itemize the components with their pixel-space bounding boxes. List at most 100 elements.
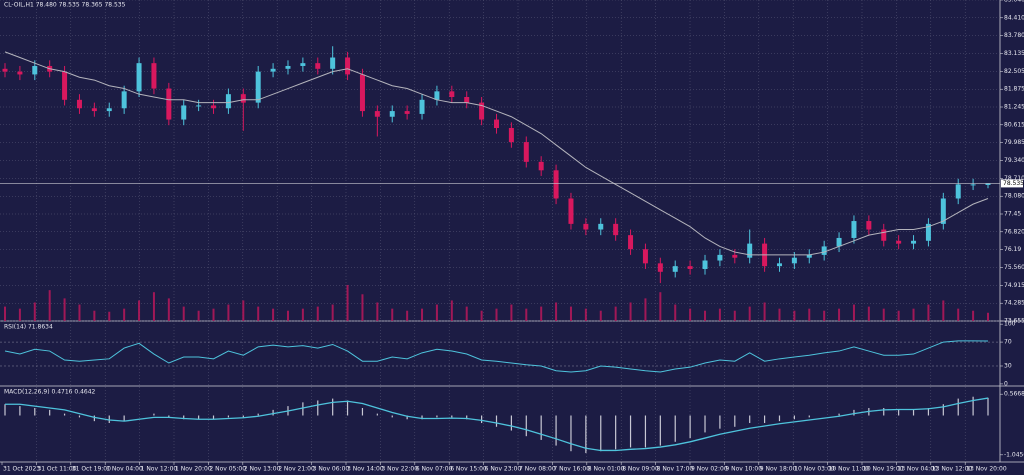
- volume-bar: [212, 308, 215, 321]
- volume-bar: [376, 302, 379, 321]
- x-tick-label: 6 Nov 07:00: [416, 466, 453, 473]
- x-tick-label: 31 Oct 11:00: [37, 466, 76, 473]
- volume-bar: [138, 300, 141, 321]
- volume-bar: [823, 310, 826, 321]
- candle-body: [940, 198, 946, 224]
- candle-body: [598, 223, 604, 230]
- candle-body: [225, 94, 231, 109]
- volume-bar: [33, 302, 36, 321]
- volume-bar: [242, 300, 245, 321]
- volume-bar: [167, 298, 170, 321]
- candle-body: [449, 91, 455, 97]
- volume-bar: [793, 310, 796, 321]
- candle-body: [404, 111, 410, 114]
- volume-bar: [182, 306, 185, 321]
- candle-body: [434, 91, 440, 100]
- volume-bar: [987, 312, 989, 321]
- x-tick-label: 1 Nov 20:00: [175, 466, 212, 473]
- y-tick-label: 74.915: [1004, 282, 1024, 289]
- volume-bar: [867, 306, 870, 321]
- volume-bar: [346, 285, 349, 321]
- volume-bar: [152, 292, 155, 321]
- candle-body: [17, 71, 23, 75]
- y-tick-label: 82.505: [1004, 68, 1024, 75]
- volume-bar: [93, 310, 96, 321]
- volume-bar: [614, 306, 617, 321]
- rsi-tick-label: 70: [1004, 339, 1012, 346]
- y-tick-label: 73.655: [1004, 318, 1024, 325]
- x-tick-label: 13 Nov 20:00: [966, 466, 1007, 473]
- candle-body: [821, 246, 827, 255]
- candle-body: [181, 105, 187, 120]
- candle-body: [121, 91, 127, 109]
- candle-body: [523, 142, 529, 162]
- volume-bar: [555, 302, 558, 321]
- volume-bar: [957, 308, 960, 321]
- volume-bar: [838, 308, 841, 321]
- volume-bar: [584, 308, 587, 321]
- volume-bar: [108, 311, 111, 321]
- x-tick-label: 10 Nov 11:00: [829, 466, 870, 473]
- candle-body: [538, 161, 544, 171]
- volume-bar: [718, 308, 721, 321]
- y-tick-label: 75.560: [1004, 264, 1024, 271]
- volume-bar: [227, 304, 230, 321]
- y-tick-label: 79.985: [1004, 139, 1024, 146]
- volume-bar: [882, 308, 885, 321]
- candle-body: [955, 184, 961, 199]
- volume-bar: [480, 310, 483, 321]
- y-tick-label: 85.040: [1004, 0, 1024, 4]
- x-tick-label: 13 Nov 12:00: [932, 466, 973, 473]
- candle-body: [732, 254, 738, 258]
- x-tick-label: 7 Nov 16:00: [553, 466, 590, 473]
- moving-average: [4, 51, 989, 256]
- candle-body: [508, 128, 514, 143]
- candle-body: [240, 94, 246, 103]
- volume-bar: [674, 304, 677, 321]
- volume-bar: [123, 308, 126, 321]
- candle-body: [345, 57, 351, 75]
- candle-body: [613, 223, 619, 236]
- volume-bar: [972, 310, 975, 321]
- candle-body: [270, 68, 276, 72]
- candle-body: [389, 111, 395, 117]
- current-price-box: [1001, 179, 1023, 188]
- y-tick-label: 79.340: [1004, 157, 1024, 164]
- x-tick-label: 3 Nov 06:00: [313, 466, 350, 473]
- volume-bar: [689, 308, 692, 321]
- x-tick-label: 8 Nov 09:00: [622, 466, 659, 473]
- volume-bar: [286, 310, 289, 321]
- chart-title: CL-OIL,H1 78.480 78.535 78.365 78.535: [4, 2, 126, 9]
- x-tick-label: 3 Nov 22:00: [381, 466, 418, 473]
- candle-body: [359, 74, 365, 112]
- y-tick-label: 77.45: [1004, 211, 1021, 218]
- volume-bar: [361, 294, 364, 321]
- x-tick-label: 9 Nov 18:00: [760, 466, 797, 473]
- volume-bar: [525, 308, 528, 321]
- candle-body: [151, 63, 157, 89]
- candle-body: [687, 266, 693, 269]
- volume-bar: [301, 308, 304, 321]
- y-tick-label: 84.410: [1004, 14, 1024, 21]
- volume-bar: [495, 308, 498, 321]
- y-tick-label: 80.615: [1004, 121, 1024, 128]
- y-tick-label: 78.080: [1004, 193, 1024, 200]
- volume-bar: [733, 310, 736, 321]
- candle-body: [568, 198, 574, 224]
- x-tick-label: 2 Nov 13:00: [244, 466, 281, 473]
- candle-body: [836, 237, 842, 247]
- x-tick-label: 2 Nov 21:00: [278, 466, 315, 473]
- candle-body: [136, 63, 142, 92]
- volume-bar: [331, 304, 334, 321]
- candle-body: [583, 223, 589, 230]
- candle-body: [553, 170, 559, 199]
- volume-bar: [599, 310, 602, 321]
- candle-body: [776, 263, 782, 267]
- y-tick-label: 83.135: [1004, 50, 1024, 57]
- volume-bar: [540, 306, 543, 321]
- candle-body: [791, 257, 797, 264]
- candle-body: [32, 65, 38, 75]
- x-tick-label: 2 Nov 05:00: [209, 466, 246, 473]
- candle-body: [419, 99, 425, 114]
